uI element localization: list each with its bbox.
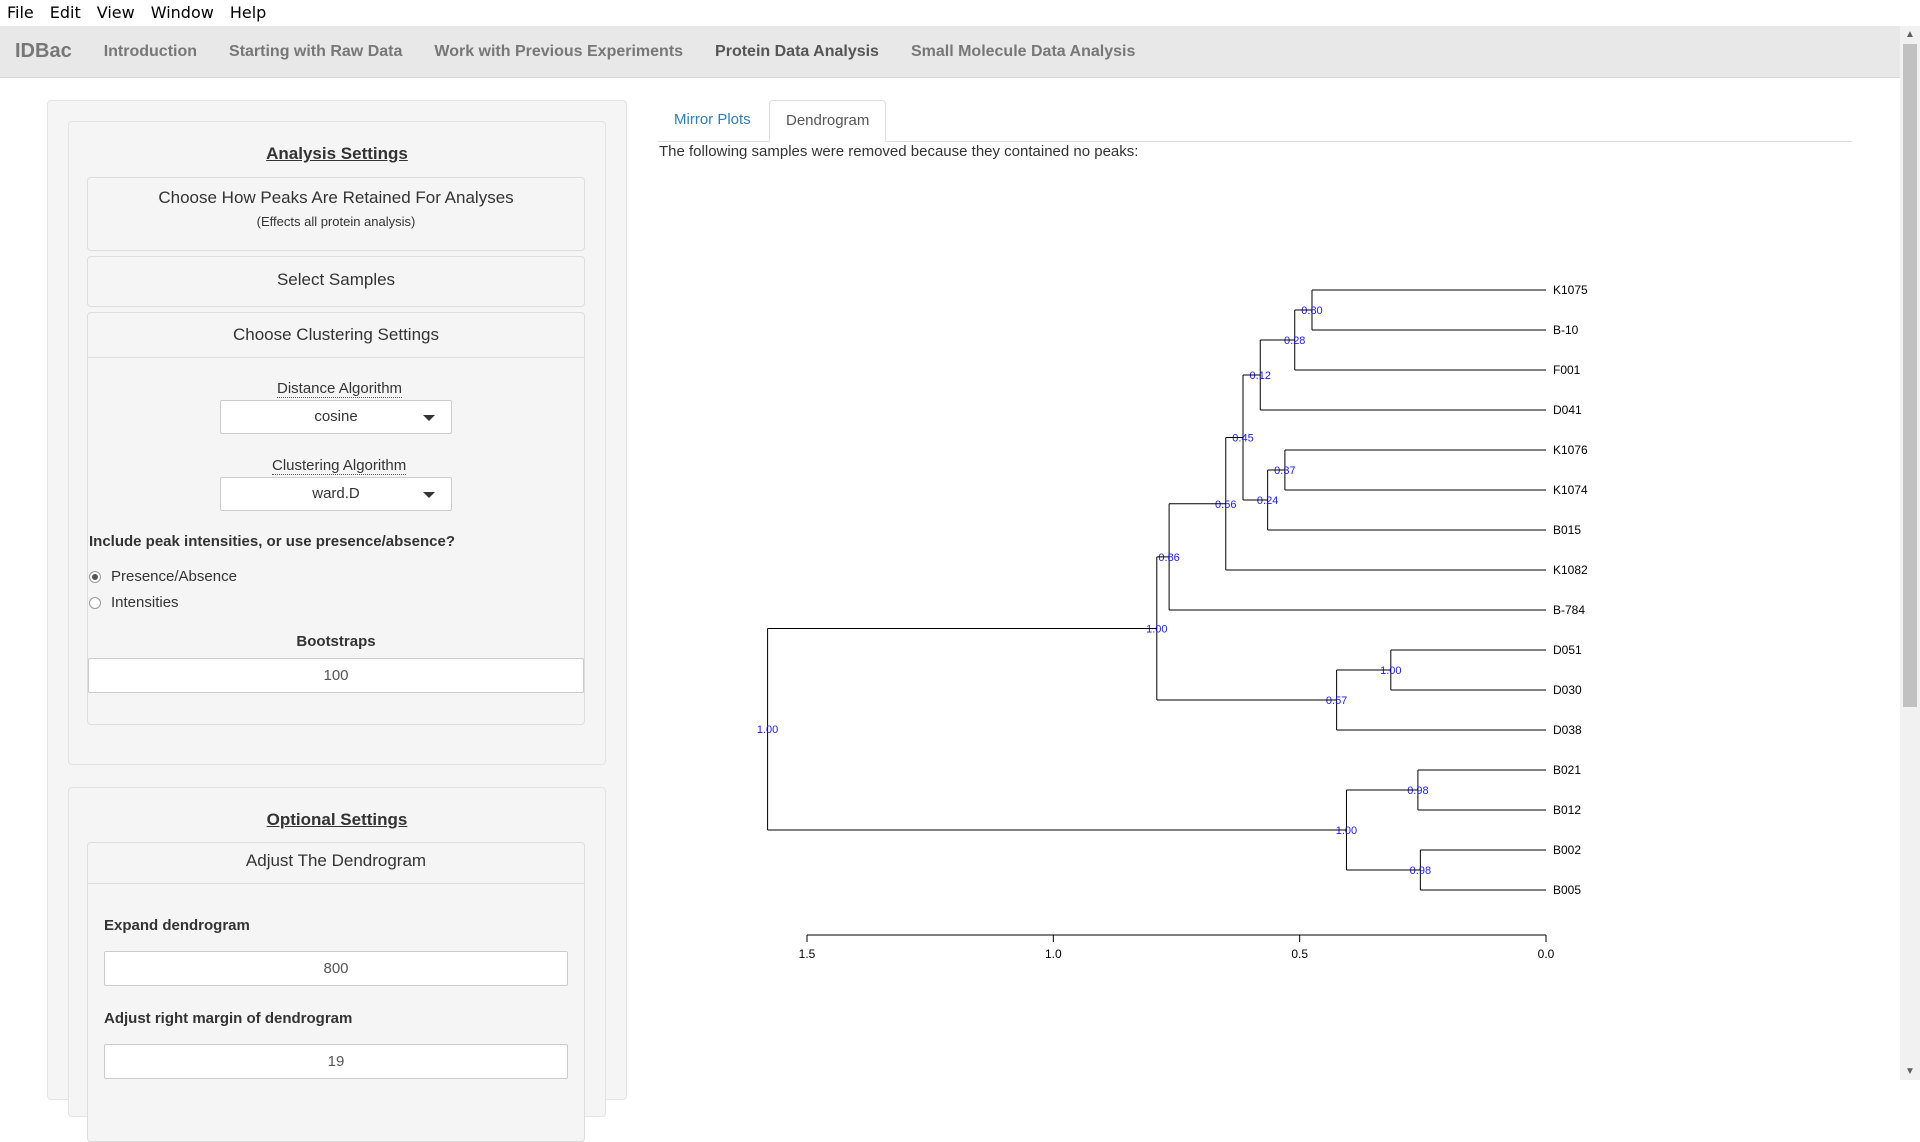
- bootstraps-input[interactable]: 100: [88, 658, 584, 693]
- tab-mirror-plots[interactable]: Mirror Plots: [674, 111, 751, 128]
- x-axis-tick-label: 1.0: [1045, 947, 1062, 961]
- bootstrap-label: 0.45: [1232, 433, 1253, 445]
- expand-dendrogram-label: Expand dendrogram: [104, 917, 250, 934]
- menu-bar: File Edit View Window Help: [0, 0, 1920, 26]
- leaf-label: K1075: [1553, 283, 1588, 297]
- leaf-label: B012: [1553, 803, 1581, 817]
- chevron-down-icon: [423, 415, 435, 421]
- bootstrap-label: 0.56: [1215, 499, 1236, 511]
- scroll-down-arrow-icon[interactable]: ▼: [1905, 1066, 1915, 1077]
- menu-file[interactable]: File: [7, 3, 34, 22]
- distance-algorithm-select[interactable]: cosine: [220, 400, 452, 434]
- distance-algorithm-value: cosine: [314, 408, 358, 425]
- leaf-label: D030: [1553, 683, 1582, 697]
- radio-presence-absence-label[interactable]: Presence/Absence: [111, 568, 237, 585]
- radio-checked-icon[interactable]: [89, 570, 101, 583]
- radio-intensities-label[interactable]: Intensities: [111, 594, 179, 611]
- right-margin-input[interactable]: 19: [104, 1044, 568, 1079]
- clustering-settings-box: Choose Clustering Settings Distance Algo…: [87, 312, 585, 725]
- peaks-retention-title[interactable]: Choose How Peaks Are Retained For Analys…: [158, 188, 514, 207]
- leaf-label: B021: [1553, 763, 1581, 777]
- select-samples-title[interactable]: Select Samples: [276, 270, 396, 289]
- leaf-label: D051: [1553, 643, 1582, 657]
- bootstrap-label: 1.00: [1380, 665, 1401, 677]
- adjust-dendrogram-box: Adjust The Dendrogram Expand dendrogram …: [87, 842, 585, 1142]
- top-navbar: IDBac Introduction Starting with Raw Dat…: [0, 26, 1900, 78]
- adjust-dendrogram-title[interactable]: Adjust The Dendrogram: [88, 851, 584, 884]
- result-tabs: Mirror Plots Dendrogram: [658, 100, 1852, 142]
- bootstrap-label: 0.98: [1407, 785, 1428, 797]
- clustering-algorithm-select[interactable]: ward.D: [220, 477, 452, 511]
- bootstrap-label: 1.00: [1336, 825, 1357, 837]
- leaf-label: F001: [1553, 363, 1581, 377]
- tab-dendrogram[interactable]: Dendrogram: [769, 100, 887, 142]
- app-brand[interactable]: IDBac: [15, 40, 72, 62]
- bootstrap-label: 0.86: [1158, 552, 1179, 564]
- clustering-algorithm-label: Clustering Algorithm: [272, 457, 407, 475]
- x-axis-tick-label: 0.0: [1538, 947, 1555, 961]
- right-margin-label: Adjust right margin of dendrogram: [104, 1010, 353, 1027]
- bootstrap-label: 0.80: [1301, 305, 1322, 317]
- leaf-label: B015: [1553, 523, 1581, 537]
- nav-raw-data[interactable]: Starting with Raw Data: [229, 42, 403, 60]
- leaf-label: D041: [1553, 403, 1582, 417]
- select-samples-box[interactable]: Select Samples: [87, 256, 585, 307]
- sidebar-panel: Analysis Settings Choose How Peaks Are R…: [47, 100, 627, 1142]
- optional-settings-title: Optional Settings: [266, 810, 408, 829]
- clustering-algorithm-value: ward.D: [312, 485, 360, 502]
- leaf-label: B002: [1553, 843, 1581, 857]
- nav-introduction[interactable]: Introduction: [103, 42, 198, 60]
- bootstrap-label: 1.00: [757, 724, 778, 736]
- bootstrap-label: 0.57: [1326, 695, 1347, 707]
- bootstrap-label: 0.98: [1410, 865, 1431, 877]
- peaks-retention-subtitle: (Effects all protein analysis): [256, 214, 416, 229]
- scroll-up-arrow-icon[interactable]: ▲: [1905, 29, 1915, 40]
- clustering-settings-title[interactable]: Choose Clustering Settings: [88, 325, 584, 358]
- leaf-label: K1082: [1553, 563, 1588, 577]
- bootstrap-label: 0.24: [1257, 495, 1278, 507]
- radio-intensities[interactable]: Intensities: [89, 594, 179, 611]
- menu-edit[interactable]: Edit: [49, 3, 81, 22]
- menu-help[interactable]: Help: [229, 3, 267, 22]
- nav-protein-analysis[interactable]: Protein Data Analysis: [715, 42, 879, 60]
- x-axis-tick-label: 1.5: [799, 947, 816, 961]
- peaks-retention-box[interactable]: Choose How Peaks Are Retained For Analys…: [87, 177, 585, 251]
- leaf-label: D038: [1553, 723, 1582, 737]
- bootstrap-label: 0.12: [1250, 370, 1271, 382]
- bootstraps-label: Bootstraps: [296, 633, 376, 650]
- page-scrollbar[interactable]: ▲ ▼: [1900, 26, 1920, 1080]
- intensity-question: Include peak intensities, or use presenc…: [89, 533, 455, 550]
- leaf-label: K1074: [1553, 483, 1588, 497]
- removed-samples-notice: The following samples were removed becau…: [659, 143, 1139, 160]
- nav-small-molecule[interactable]: Small Molecule Data Analysis: [910, 42, 1136, 60]
- x-axis-tick-label: 0.5: [1291, 947, 1308, 961]
- analysis-settings-title: Analysis Settings: [266, 144, 408, 163]
- bootstrap-label: 1.00: [1146, 623, 1167, 635]
- radio-presence-absence[interactable]: Presence/Absence: [89, 568, 237, 585]
- scrollbar-thumb[interactable]: [1903, 44, 1917, 707]
- nav-previous-experiments[interactable]: Work with Previous Experiments: [434, 42, 684, 60]
- analysis-settings-panel: Analysis Settings Choose How Peaks Are R…: [68, 121, 606, 765]
- menu-view[interactable]: View: [96, 3, 135, 22]
- menu-window[interactable]: Window: [150, 3, 214, 22]
- leaf-label: B-10: [1553, 323, 1579, 337]
- radio-unchecked-icon[interactable]: [89, 596, 101, 609]
- expand-dendrogram-input[interactable]: 800: [104, 951, 568, 986]
- leaf-label: K1076: [1553, 443, 1588, 457]
- leaf-label: B005: [1553, 883, 1581, 897]
- bootstrap-label: 0.28: [1284, 335, 1305, 347]
- chevron-down-icon: [423, 492, 435, 498]
- optional-settings-panel: Optional Settings Adjust The Dendrogram …: [68, 787, 606, 1142]
- dendrogram-plot: K1075 B-10 F001 D041 K1076 K1074 B015 K1082 B-78…: [757, 283, 1588, 961]
- distance-algorithm-label: Distance Algorithm: [277, 380, 403, 398]
- leaf-label: B-784: [1553, 603, 1585, 617]
- bootstrap-label: 0.37: [1274, 465, 1295, 477]
